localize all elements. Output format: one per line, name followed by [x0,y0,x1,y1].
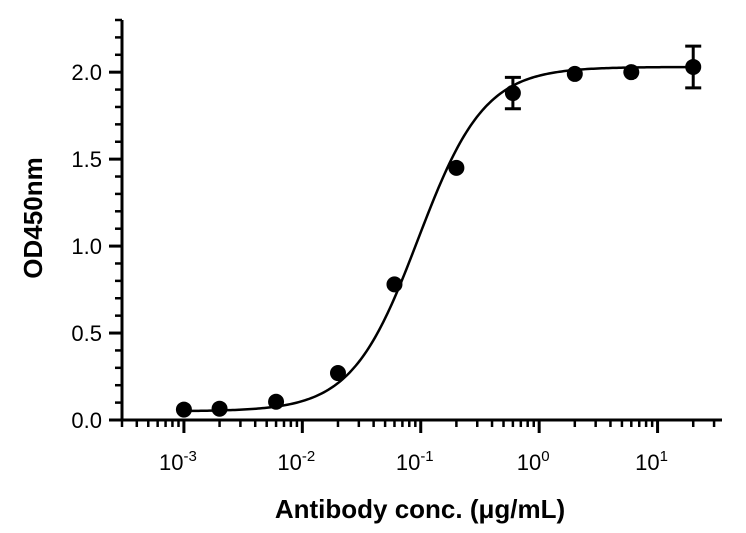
data-point [268,393,285,410]
data-point [175,401,192,418]
data-point [566,65,583,82]
y-axis-title: OD450nm [18,157,48,278]
fit-curve [183,65,694,413]
data-point [504,85,521,102]
data-point [623,64,640,81]
data-point [211,400,228,417]
y-tick-label: 0.5 [71,321,102,346]
data-point [448,159,465,176]
x-tick-label: 10-2 [277,448,315,475]
data-point [329,365,346,382]
y-tick-label: 2.0 [71,60,102,85]
x-tick-label: 100 [517,448,550,475]
tick-labels: 0.0 0.5 1.0 1.5 2.0 10-3 10-2 10-1 100 101 [71,60,668,475]
x-tick-label: 10-1 [396,448,434,475]
ticks [109,18,716,433]
data-point [685,58,702,75]
y-tick-label: 0.0 [71,408,102,433]
x-axis-title: Antibody conc. (μg/mL) [275,494,565,524]
x-tick-label: 101 [635,448,668,475]
data-points [175,58,702,418]
x-tick-label: 10-3 [159,448,197,475]
y-tick-label: 1.0 [71,234,102,259]
y-tick-label: 1.5 [71,147,102,172]
data-point [386,276,403,293]
